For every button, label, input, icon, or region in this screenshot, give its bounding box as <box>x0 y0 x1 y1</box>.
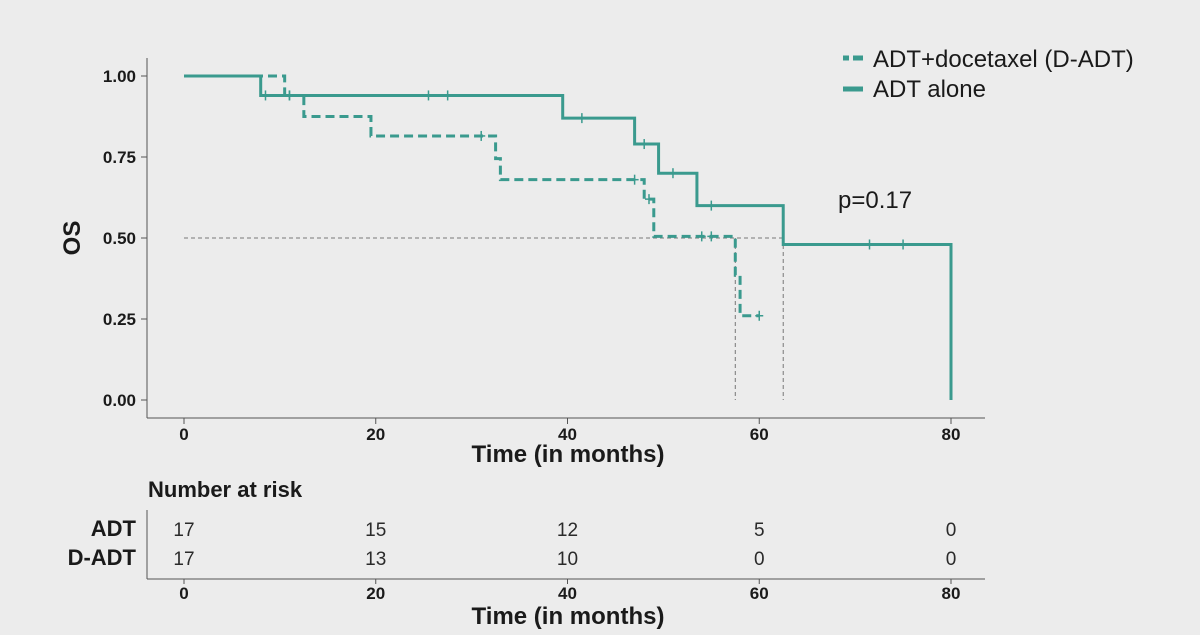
x-ticks: 0 20 40 60 80 <box>179 418 960 444</box>
median-reference-lines <box>184 237 784 400</box>
risk-x-tick-label: 0 <box>179 584 188 603</box>
risk-row-label-adt: ADT <box>91 516 137 541</box>
risk-cell: 13 <box>365 549 386 570</box>
risk-cell: 5 <box>754 520 765 541</box>
risk-table-title: Number at risk <box>148 477 303 502</box>
legend-item-adt: ADT alone <box>843 76 986 103</box>
x-tick-label: 0 <box>179 425 188 444</box>
y-tick-label: 0.50 <box>103 229 136 248</box>
risk-cell: 0 <box>754 549 765 570</box>
x-tick-label: 80 <box>942 425 961 444</box>
x-tick-label: 20 <box>366 425 385 444</box>
y-tick-label: 0.25 <box>103 310 136 329</box>
y-tick-label: 0.00 <box>103 391 136 410</box>
x-tick-label: 60 <box>750 425 769 444</box>
legend: ADT+docetaxel (D-ADT) ADT alone <box>843 46 1134 103</box>
risk-x-tick-label: 60 <box>750 584 769 603</box>
main-plot: 0.00 0.25 0.50 0.75 1.00 0 20 40 60 80 OS Time (… <box>59 58 985 468</box>
risk-cell: 17 <box>173 520 194 541</box>
y-ticks: 0.00 0.25 0.50 0.75 1.00 <box>103 67 147 410</box>
risk-cell: 12 <box>557 520 578 541</box>
risk-cell: 10 <box>557 549 578 570</box>
risk-x-tick-label: 80 <box>942 584 961 603</box>
risk-cell: 17 <box>173 549 194 570</box>
risk-cells: 17 15 12 5 0 17 13 10 0 0 <box>173 520 956 570</box>
risk-cell: 0 <box>946 520 957 541</box>
x-tick-label: 40 <box>558 425 577 444</box>
survival-curves <box>184 74 953 400</box>
y-tick-label: 1.00 <box>103 67 136 86</box>
curve-adt <box>184 74 953 400</box>
p-value-annotation: p=0.17 <box>838 187 912 214</box>
risk-x-axis-title: Time (in months) <box>472 603 665 630</box>
legend-item-dadt: ADT+docetaxel (D-ADT) <box>843 46 1134 73</box>
y-tick-label: 0.75 <box>103 148 136 167</box>
risk-x-ticks: 0 20 40 60 80 <box>179 579 960 603</box>
risk-x-tick-label: 40 <box>558 584 577 603</box>
y-axis-title: OS <box>59 221 86 256</box>
risk-cell: 0 <box>946 549 957 570</box>
risk-x-tick-label: 20 <box>366 584 385 603</box>
risk-row-label-dadt: D-ADT <box>68 545 137 570</box>
curve-dadt <box>184 74 760 318</box>
legend-label-adt: ADT alone <box>873 76 986 103</box>
legend-label-dadt: ADT+docetaxel (D-ADT) <box>873 46 1134 73</box>
risk-table: Number at risk ADT D-ADT 17 15 12 5 0 17 13 10 0… <box>68 477 985 630</box>
censor-marks <box>261 90 908 321</box>
risk-cell: 15 <box>365 520 386 541</box>
x-axis-title: Time (in months) <box>472 441 665 468</box>
